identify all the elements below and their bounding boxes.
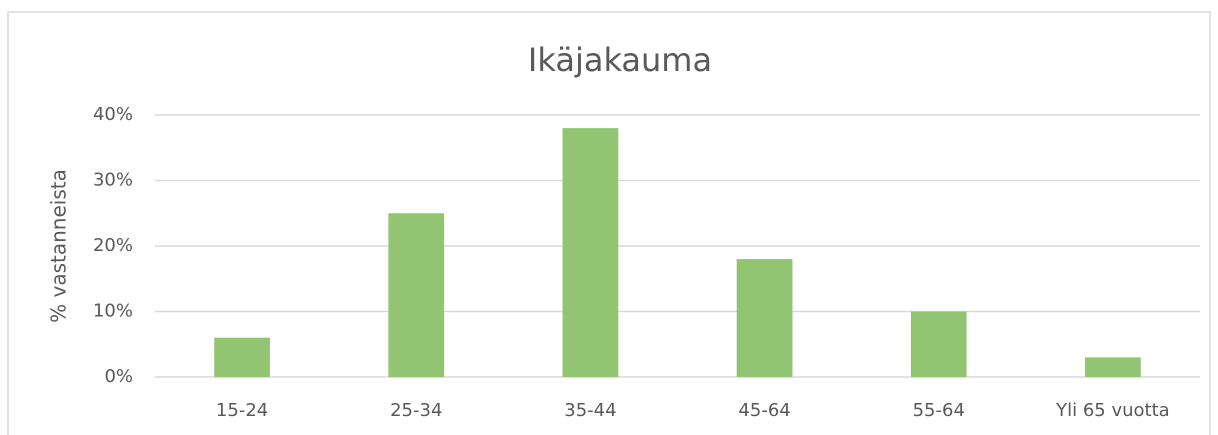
bar (910, 311, 967, 377)
x-tick-label: Yli 65 vuotta (1055, 400, 1170, 421)
chart-title: Ikäjakauma (528, 41, 712, 79)
y-tick-label: 30% (93, 170, 133, 191)
bar (388, 213, 445, 377)
x-tick-label: 25-34 (390, 400, 442, 421)
x-tick-label: 55-64 (913, 400, 965, 421)
x-tick-label: 45-64 (738, 400, 790, 421)
y-tick-label: 20% (93, 235, 133, 256)
y-tick-label: 0% (104, 366, 133, 387)
bar (736, 259, 793, 377)
bar (562, 128, 619, 377)
x-tick-label: 15-24 (216, 400, 268, 421)
y-tick-label: 40% (93, 104, 133, 125)
bar (1085, 357, 1141, 377)
y-tick-label: 10% (93, 301, 133, 322)
x-tick-label: 35-44 (564, 400, 616, 421)
y-axis-label: % vastanneista (47, 169, 71, 323)
bar (214, 337, 270, 377)
